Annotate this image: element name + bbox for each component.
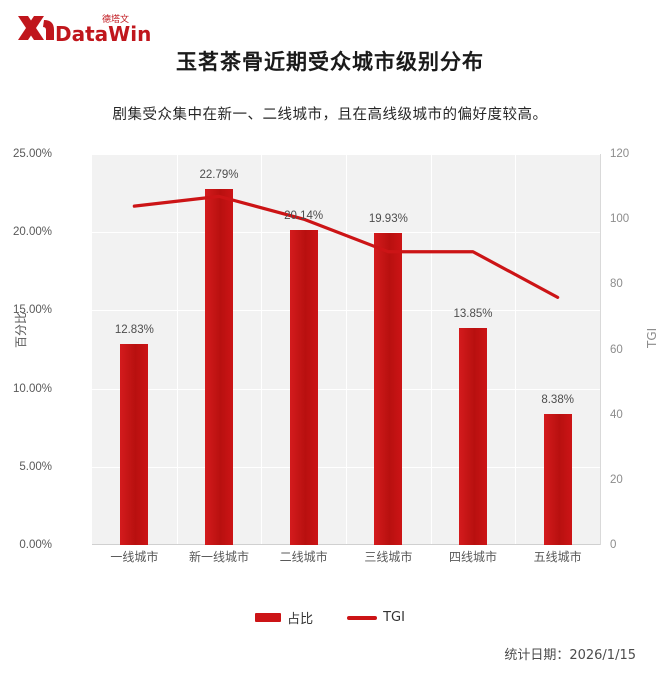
y-tick-label-left: 0.00% xyxy=(19,539,52,551)
y-tick-label-right: 100 xyxy=(610,213,630,226)
brand-cn-name: 德塔文 xyxy=(102,13,129,25)
y-tick-label-left: 5.00% xyxy=(19,460,52,473)
legend-label-bar: 占比 xyxy=(287,612,314,627)
legend-item-bar[interactable]: 占比 xyxy=(255,608,313,627)
y-tick-label-left: 20.00% xyxy=(12,226,52,239)
y-tick-label-right: 80 xyxy=(610,278,623,291)
vertical-gridline xyxy=(176,154,178,545)
x-tick-label: 四线城市 xyxy=(448,550,497,564)
bar[interactable] xyxy=(459,328,487,545)
x-tick-label: 一线城市 xyxy=(110,550,159,564)
datawin-logo: DataWin 德塔文 xyxy=(14,10,164,50)
y-tick-label-right: 120 xyxy=(610,148,630,160)
bar[interactable] xyxy=(543,413,572,545)
vertical-gridline xyxy=(430,154,432,545)
y-tick-label-right: 0 xyxy=(610,539,617,551)
bar-value-label: 19.93% xyxy=(368,213,408,226)
x-tick-label: 五线城市 xyxy=(533,550,582,564)
vertical-gridline xyxy=(261,154,263,545)
x-tick-label: 二线城市 xyxy=(279,550,328,564)
page-subtitle: 剧集受众集中在新一、二线城市，且在高线级城市的偏好度较高。 xyxy=(112,107,548,123)
tgi-line[interactable] xyxy=(132,194,560,299)
bar-value-label: 12.83% xyxy=(114,324,154,337)
legend-label-line: TGI xyxy=(383,610,405,625)
vertical-gridline xyxy=(346,154,347,545)
plot-area xyxy=(92,154,601,546)
x-tick-label: 新一线城市 xyxy=(188,550,249,564)
y-tick-label-left: 15.00% xyxy=(12,304,52,317)
legend-bar-swatch-icon xyxy=(255,613,282,622)
stat-date: 统计日期：2026/1/15 xyxy=(504,648,636,663)
bar[interactable] xyxy=(374,233,403,545)
chart-legend: 占比 TGI xyxy=(0,608,660,627)
datawin-logo-icon: DataWin 德塔文 xyxy=(18,13,151,46)
gridline xyxy=(92,545,600,546)
y-tick-label-left: 25.00% xyxy=(12,148,52,160)
bar[interactable] xyxy=(205,188,233,545)
y-axis-label-left: 百分比 xyxy=(14,311,28,348)
bar[interactable] xyxy=(120,344,149,545)
vertical-gridline xyxy=(515,154,517,545)
y-tick-label-right: 20 xyxy=(610,473,623,486)
svg-text:DataWin: DataWin xyxy=(55,22,151,46)
x-axis-line xyxy=(92,544,600,545)
tgi-line-series xyxy=(132,194,560,299)
bar-value-label: 22.79% xyxy=(199,168,239,181)
y-tick-label-left: 10.00% xyxy=(12,382,52,395)
bar-value-label: 20.14% xyxy=(284,210,324,222)
y-tick-label-right: 40 xyxy=(610,408,623,421)
x-tick-label: 三线城市 xyxy=(364,550,413,564)
bar-value-label: 13.85% xyxy=(453,308,493,321)
page-title: 玉茗茶骨近期受众城市级别分布 xyxy=(176,50,484,74)
legend-item-line[interactable]: TGI xyxy=(347,610,405,625)
bar-value-label: 8.38% xyxy=(541,393,574,406)
combo-chart: 百分比 TGI 0.00% 5.00% 10.00% 15.00% 20.00% 25.0… xyxy=(0,148,660,588)
y-tick-label-right: 60 xyxy=(610,343,623,356)
bar[interactable] xyxy=(289,230,318,545)
legend-line-swatch-icon xyxy=(347,615,378,620)
